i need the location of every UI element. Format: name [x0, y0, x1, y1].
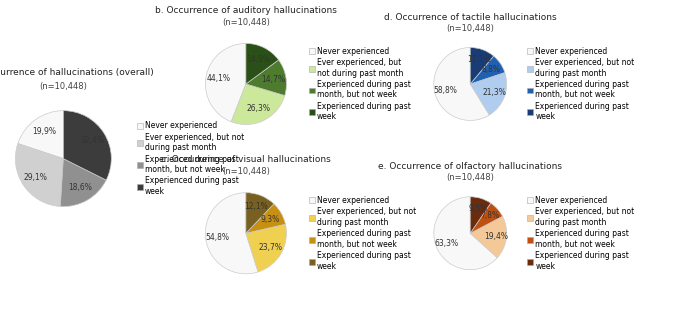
Text: d. Occurrence of tactile hallucinations: d. Occurrence of tactile hallucinations	[384, 13, 557, 22]
Legend: Never experienced, Ever experienced, but not
during past month, Experienced duri: Never experienced, Ever experienced, but…	[527, 47, 634, 121]
Wedge shape	[18, 111, 63, 159]
Text: 7,8%: 7,8%	[480, 211, 499, 220]
Wedge shape	[206, 44, 246, 122]
Text: 58,8%: 58,8%	[434, 86, 458, 95]
Wedge shape	[206, 193, 258, 274]
Wedge shape	[246, 193, 274, 233]
Text: (n=10,448): (n=10,448)	[222, 168, 270, 176]
Wedge shape	[60, 159, 106, 207]
Wedge shape	[246, 224, 286, 272]
Text: 32,4%: 32,4%	[80, 137, 104, 146]
Text: 12,1%: 12,1%	[245, 202, 269, 211]
Text: 21,3%: 21,3%	[482, 88, 506, 97]
Text: (n=10,448): (n=10,448)	[222, 18, 270, 27]
Wedge shape	[434, 197, 497, 270]
Text: 54,8%: 54,8%	[206, 233, 230, 242]
Wedge shape	[470, 197, 490, 233]
Legend: Never experienced, Ever experienced, but
not during past month, Experienced duri: Never experienced, Ever experienced, but…	[308, 47, 411, 121]
Wedge shape	[470, 72, 507, 115]
Wedge shape	[232, 84, 285, 124]
Text: a. Occurrence of hallucinations (overall): a. Occurrence of hallucinations (overall…	[0, 68, 154, 77]
Text: e. Occurrence of olfactory hallucinations: e. Occurrence of olfactory hallucination…	[378, 162, 562, 171]
Text: 44,1%: 44,1%	[207, 74, 231, 83]
Wedge shape	[16, 143, 63, 207]
Text: 11,1%: 11,1%	[467, 55, 491, 64]
Text: 14,7%: 14,7%	[261, 75, 285, 84]
Text: 26,3%: 26,3%	[246, 104, 270, 113]
Wedge shape	[63, 111, 111, 180]
Wedge shape	[470, 203, 503, 233]
Text: 18,6%: 18,6%	[68, 183, 92, 192]
Legend: Never experienced, Ever experienced, but not
during past month, Experienced duri: Never experienced, Ever experienced, but…	[137, 121, 245, 196]
Text: 19,9%: 19,9%	[32, 127, 55, 136]
Legend: Never experienced, Ever experienced, but not
during past month, Experienced duri: Never experienced, Ever experienced, but…	[527, 196, 634, 271]
Text: 23,7%: 23,7%	[258, 243, 282, 252]
Legend: Never experienced, Ever experienced, but not
during past month, Experienced duri: Never experienced, Ever experienced, but…	[308, 196, 416, 271]
Text: 29,1%: 29,1%	[23, 173, 47, 182]
Text: 14,9%: 14,9%	[247, 55, 271, 64]
Wedge shape	[470, 48, 494, 84]
Text: 63,3%: 63,3%	[434, 239, 458, 248]
Wedge shape	[246, 204, 286, 233]
Text: 19,4%: 19,4%	[484, 232, 508, 241]
Wedge shape	[470, 56, 505, 84]
Text: (n=10,448): (n=10,448)	[447, 24, 494, 33]
Text: b. Occurrence of auditory hallucinations: b. Occurrence of auditory hallucinations	[155, 6, 337, 15]
Wedge shape	[246, 60, 286, 95]
Text: (n=10,448): (n=10,448)	[447, 173, 494, 182]
Text: (n=10,448): (n=10,448)	[40, 82, 87, 91]
Text: 9,3%: 9,3%	[261, 215, 280, 224]
Text: c. Occurrence of visual hallucinations: c. Occurrence of visual hallucinations	[161, 155, 331, 164]
Wedge shape	[246, 44, 279, 84]
Text: 8,8%: 8,8%	[482, 65, 501, 74]
Wedge shape	[470, 216, 507, 258]
Text: 9,5%: 9,5%	[469, 204, 488, 213]
Wedge shape	[434, 48, 489, 120]
